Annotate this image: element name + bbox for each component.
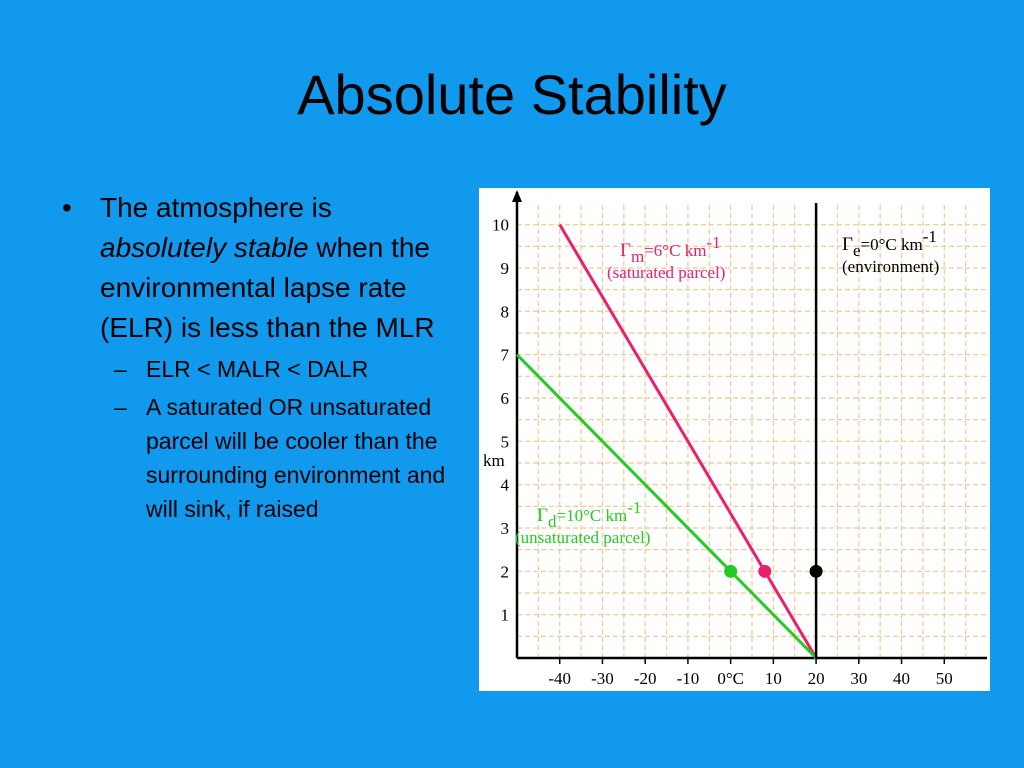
y-tick-label: 7: [501, 346, 510, 365]
lapse-rate-chart: -40 -30 -20 -10 0°C 10 20 30 40 50 1 2 3 4 5 6 7 8 9 10 km …: [479, 188, 990, 691]
y-tick-label: 4: [501, 476, 510, 495]
chart-points: [724, 564, 823, 578]
x-tick-label: 40: [893, 669, 910, 688]
sub-bullet-text: ELR < MALR < DALR: [146, 356, 369, 382]
x-tick-label: -30: [591, 669, 614, 688]
sub-bullet: – A saturated OR unsaturated parcel will…: [114, 390, 462, 526]
moist-sub: m: [631, 247, 644, 266]
slide-title: Absolute Stability: [297, 63, 727, 126]
sub-bullet-list: – ELR < MALR < DALR – A saturated OR uns…: [114, 352, 462, 526]
bullet-text-end: when the environmental lapse rate (ELR) …: [100, 232, 435, 343]
x-tick-label: 20: [808, 669, 825, 688]
y-tick-label: 2: [501, 562, 510, 581]
moist-symbol: Γ: [620, 240, 631, 261]
environment-note: (environment): [842, 257, 939, 276]
dry-annotation: Γd=10°C km-1: [537, 498, 641, 531]
y-axis-arrow: [512, 190, 522, 202]
chart-series: [515, 203, 818, 660]
y-tick-label: 3: [501, 519, 510, 538]
y-tick-label: 9: [501, 259, 510, 278]
bullet-list: • The atmosphere is absolutely stable wh…: [62, 188, 462, 530]
moist-rate: =6°C km: [644, 241, 706, 260]
dry-rate: =10°C km: [556, 506, 627, 525]
y-axis-label: km: [483, 451, 505, 470]
main-bullet: • The atmosphere is absolutely stable wh…: [62, 188, 462, 348]
chart-tick-labels: -40 -30 -20 -10 0°C 10 20 30 40 50 1 2 3 4 5 6 7 8 9 10: [492, 216, 953, 688]
environment-parcel-point: [809, 564, 823, 578]
sub-bullet-marker: –: [114, 356, 127, 382]
y-tick-label: 8: [501, 302, 510, 321]
bullet-text-start: The atmosphere is: [100, 192, 332, 223]
moist-note: (saturated parcel): [607, 263, 725, 282]
environment-sup: -1: [923, 227, 937, 246]
x-tick-label: -40: [548, 669, 571, 688]
dry-sup: -1: [627, 498, 641, 517]
y-tick-label: 1: [501, 606, 510, 625]
environment-sub: e: [853, 241, 861, 260]
dry-line: [515, 353, 818, 660]
x-tick-label: -10: [677, 669, 700, 688]
sub-bullet: – ELR < MALR < DALR: [114, 352, 462, 386]
bullet-text: The atmosphere is absolutely stable when…: [100, 188, 462, 348]
y-tick-label: 5: [501, 432, 510, 451]
x-tick-label: -20: [634, 669, 657, 688]
dry-symbol: Γ: [537, 505, 548, 526]
environment-rate: =0°C km: [861, 235, 923, 254]
sub-bullet-text: A saturated OR unsaturated parcel will b…: [146, 394, 446, 522]
x-tick-label: 10: [765, 669, 782, 688]
y-tick-label: 10: [492, 216, 509, 235]
sub-bullet-marker: –: [114, 394, 127, 420]
x-tick-label: 30: [850, 669, 867, 688]
x-tick-label: 0°C: [717, 669, 744, 688]
y-tick-label: 6: [501, 389, 510, 408]
dry-note: (unsaturated parcel): [515, 528, 650, 547]
moist-annotation: Γm=6°C km-1: [620, 233, 721, 266]
bullet-emphasis: absolutely stable: [100, 232, 309, 263]
bullet-marker: •: [62, 192, 72, 223]
environment-annotation: Γe=0°C km-1: [842, 227, 937, 260]
chart-axes: [512, 190, 987, 660]
dry-parcel-point: [724, 564, 738, 578]
moist-sup: -1: [706, 233, 720, 252]
moist-line: [558, 223, 818, 659]
x-tick-label: 50: [936, 669, 953, 688]
environment-symbol: Γ: [842, 234, 853, 255]
moist-parcel-point: [758, 564, 772, 578]
dry-sub: d: [548, 512, 557, 531]
